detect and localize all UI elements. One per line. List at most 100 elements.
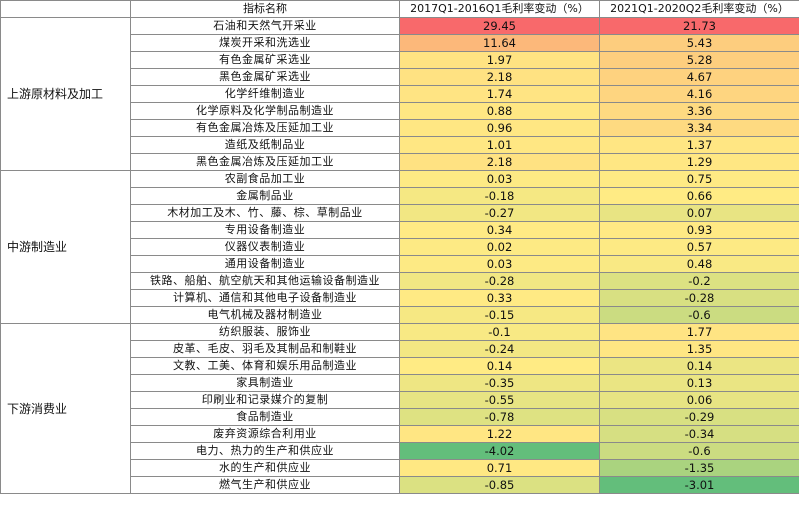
margin-change-2017: 0.14: [399, 357, 600, 375]
table-row: 水的生产和供应业 0.71 -1.35: [1, 459, 799, 477]
margin-change-2021: -0.6: [599, 442, 799, 460]
margin-change-2021: -1.35: [599, 459, 799, 477]
margin-change-2017: 0.03: [399, 255, 600, 273]
header-group-cell: [0, 0, 131, 18]
table-row: 燃气生产和供应业 -0.85 -3.01: [1, 476, 799, 494]
margin-change-2017: -0.18: [399, 187, 600, 205]
industry-name: 电力、热力的生产和供应业: [130, 442, 400, 460]
table-row: 中游制造业 农副食品加工业 0.03 0.75: [0, 170, 799, 324]
industry-name: 黑色金属矿采选业: [130, 68, 400, 86]
margin-change-2017: 1.01: [399, 136, 600, 154]
margin-change-2017: 0.33: [399, 289, 600, 307]
table-row: 废弃资源综合利用业 1.22 -0.34: [1, 425, 799, 443]
table-row: 皮革、毛皮、羽毛及其制品和制鞋业 -0.24 1.35: [1, 340, 799, 358]
header-v1: 2017Q1-2016Q1毛利率变动（%）: [399, 0, 600, 18]
industry-name: 造纸及纸制品业: [130, 136, 400, 154]
margin-change-2021: 3.36: [599, 102, 799, 120]
margin-change-2021: 1.35: [599, 340, 799, 358]
industry-name: 印刷业和记录媒介的复制: [130, 391, 400, 409]
margin-change-2021: -0.29: [599, 408, 799, 426]
industry-name: 皮革、毛皮、羽毛及其制品和制鞋业: [130, 340, 400, 358]
margin-change-2021: 3.34: [599, 119, 799, 137]
industry-name: 文教、工美、体育和娱乐用品制造业: [130, 357, 400, 375]
margin-change-2017: 29.45: [399, 17, 600, 35]
group-label: 中游制造业: [0, 170, 131, 324]
industry-name: 通用设备制造业: [130, 255, 400, 273]
industry-name: 水的生产和供应业: [130, 459, 400, 477]
margin-change-2021: 4.16: [599, 85, 799, 103]
group-label: 下游消费业: [0, 323, 131, 494]
margin-change-2017: -0.28: [399, 272, 600, 290]
industry-name: 燃气生产和供应业: [130, 476, 400, 494]
margin-change-2021: 5.43: [599, 34, 799, 52]
industry-name: 纺织服装、服饰业: [130, 323, 400, 341]
industry-name: 计算机、通信和其他电子设备制造业: [130, 289, 400, 307]
margin-change-2017: 11.64: [399, 34, 600, 52]
margin-change-2021: -0.34: [599, 425, 799, 443]
margin-change-2021: 0.93: [599, 221, 799, 239]
table-row: 仪器仪表制造业 0.02 0.57: [1, 238, 799, 256]
industry-name: 仪器仪表制造业: [130, 238, 400, 256]
industry-name: 食品制造业: [130, 408, 400, 426]
table-row: 木材加工及木、竹、藤、棕、草制品业 -0.27 0.07: [1, 204, 799, 222]
margin-change-2021: 0.66: [599, 187, 799, 205]
margin-change-2017: -0.35: [399, 374, 600, 392]
header-v2: 2021Q1-2020Q2毛利率变动（%）: [599, 0, 799, 18]
margin-change-2021: 1.37: [599, 136, 799, 154]
margin-change-2017: -0.1: [399, 323, 600, 341]
industry-name: 家具制造业: [130, 374, 400, 392]
table-row: 文教、工美、体育和娱乐用品制造业 0.14 0.14: [1, 357, 799, 375]
margin-change-2021: 21.73: [599, 17, 799, 35]
industry-name: 化学原料及化学制品制造业: [130, 102, 400, 120]
margin-change-2017: 0.03: [399, 170, 600, 188]
margin-change-2017: 2.18: [399, 68, 600, 86]
margin-change-2021: -0.2: [599, 272, 799, 290]
industry-name: 铁路、船舶、航空航天和其他运输设备制造业: [130, 272, 400, 290]
margin-change-2017: 0.96: [399, 119, 600, 137]
industry-name: 煤炭开采和洗选业: [130, 34, 400, 52]
margin-change-2017: -4.02: [399, 442, 600, 460]
industry-name: 有色金属冶炼及压延加工业: [130, 119, 400, 137]
margin-change-2017: 1.97: [399, 51, 600, 69]
industry-name: 黑色金属冶炼及压延加工业: [130, 153, 400, 171]
industry-name: 金属制品业: [130, 187, 400, 205]
margin-change-2017: -0.15: [399, 306, 600, 324]
header-name: 指标名称: [130, 0, 400, 18]
industry-name: 电气机械及器材制造业: [130, 306, 400, 324]
margin-change-2021: 0.13: [599, 374, 799, 392]
table-row: 化学纤维制造业 1.74 4.16: [1, 85, 799, 103]
table-row: 黑色金属矿采选业 2.18 4.67: [1, 68, 799, 86]
industry-name: 木材加工及木、竹、藤、棕、草制品业: [130, 204, 400, 222]
margin-change-2017: -0.27: [399, 204, 600, 222]
group-label: 上游原材料及加工: [0, 17, 131, 171]
margin-change-2021: 5.28: [599, 51, 799, 69]
industry-name: 专用设备制造业: [130, 221, 400, 239]
margin-change-2017: 0.02: [399, 238, 600, 256]
margin-change-2021: 0.75: [599, 170, 799, 188]
table-row: 下游消费业 纺织服装、服饰业 -0.1 1.77: [0, 323, 799, 494]
margin-change-2017: 2.18: [399, 153, 600, 171]
margin-change-2021: 0.06: [599, 391, 799, 409]
table-row: 金属制品业 -0.18 0.66: [1, 187, 799, 205]
industry-name: 废弃资源综合利用业: [130, 425, 400, 443]
margin-change-2017: -0.85: [399, 476, 600, 494]
table-body: 上游原材料及加工 石油和天然气开采业 29.45 21.73 煤炭开采和洗选业 11.64…: [0, 17, 799, 494]
table-row: 通用设备制造业 0.03 0.48: [1, 255, 799, 273]
margin-change-table: 指标名称 2017Q1-2016Q1毛利率变动（%） 2021Q1-2020Q2…: [0, 0, 799, 494]
margin-change-2017: 0.34: [399, 221, 600, 239]
margin-change-2021: 1.29: [599, 153, 799, 171]
margin-change-2017: 1.22: [399, 425, 600, 443]
header-row: 指标名称 2017Q1-2016Q1毛利率变动（%） 2021Q1-2020Q2…: [0, 0, 799, 18]
table-row: 造纸及纸制品业 1.01 1.37: [1, 136, 799, 154]
margin-change-2021: 0.48: [599, 255, 799, 273]
margin-change-2017: 1.74: [399, 85, 600, 103]
margin-change-2017: 0.71: [399, 459, 600, 477]
margin-change-2021: 0.14: [599, 357, 799, 375]
margin-change-2021: 0.07: [599, 204, 799, 222]
margin-change-2017: 0.88: [399, 102, 600, 120]
margin-change-2021: 1.77: [599, 323, 799, 341]
industry-name: 石油和天然气开采业: [130, 17, 400, 35]
margin-change-2017: -0.78: [399, 408, 600, 426]
margin-change-2021: -3.01: [599, 476, 799, 494]
table-row: 上游原材料及加工 石油和天然气开采业 29.45 21.73: [0, 17, 799, 171]
